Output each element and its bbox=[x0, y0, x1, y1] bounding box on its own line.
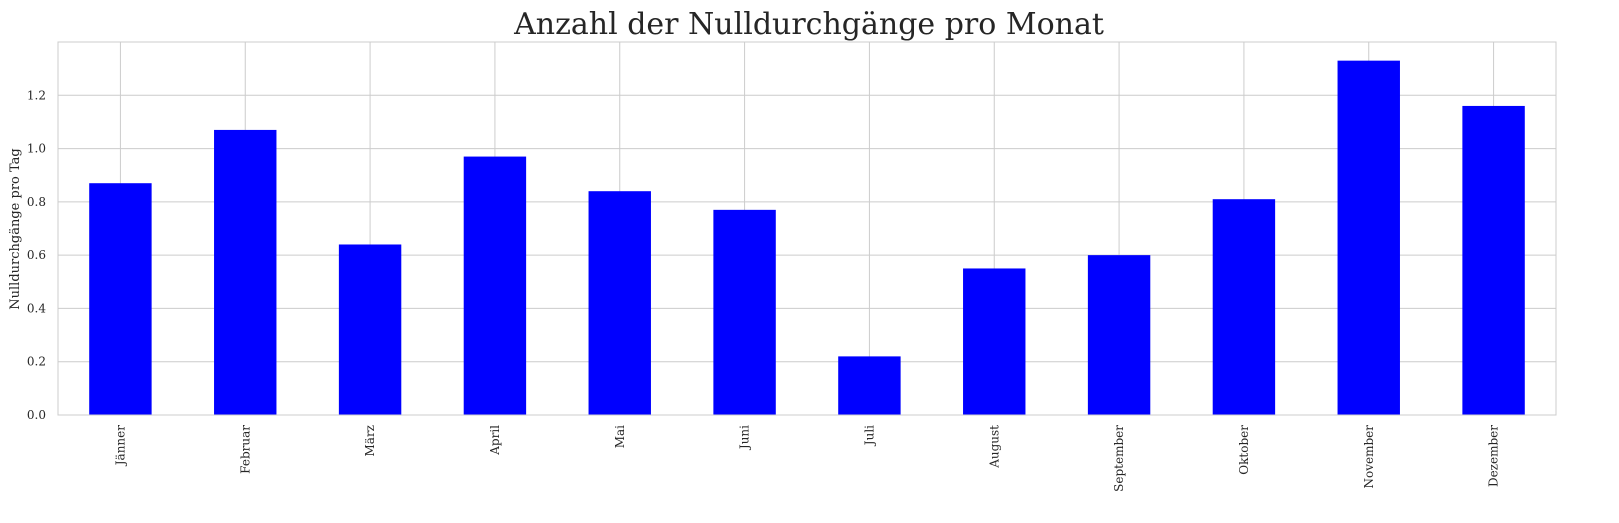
y-tick-labels: 0.0 0.2 0.4 0.6 0.8 1.0 1.2 bbox=[27, 88, 46, 422]
x-tick-label: Juli bbox=[862, 425, 876, 447]
x-tick-label: September bbox=[1112, 425, 1126, 492]
x-tick-label: Juni bbox=[738, 425, 752, 451]
x-tick-label: Februar bbox=[238, 425, 252, 474]
bar-april bbox=[463, 156, 527, 416]
x-tick-label: Oktober bbox=[1237, 425, 1251, 475]
grid-lines bbox=[58, 42, 1556, 416]
x-tick-label: Mai bbox=[613, 425, 627, 448]
y-tick-label: 0.6 bbox=[27, 248, 46, 262]
y-axis-label: Nulldurchgänge pro Tag bbox=[8, 148, 23, 309]
bars bbox=[89, 60, 1525, 416]
bar-dezember bbox=[1462, 105, 1525, 415]
x-tick-labels: Jänner Februar März April Mai Juni Juli August S… bbox=[113, 425, 1500, 492]
chart-title: Anzahl der Nulldurchgänge pro Monat bbox=[513, 7, 1104, 42]
plot-frame bbox=[57, 41, 1557, 416]
bar-juni bbox=[713, 209, 776, 415]
bar-august bbox=[963, 268, 1026, 415]
bar-mai bbox=[588, 191, 651, 415]
x-tick-label: Jänner bbox=[113, 425, 127, 468]
y-tick-label: 1.2 bbox=[27, 88, 46, 102]
y-tick-label: 0.4 bbox=[27, 301, 46, 315]
bar-jänner bbox=[89, 183, 152, 415]
y-tick-label: 0.0 bbox=[27, 408, 46, 422]
y-tick-label: 0.8 bbox=[27, 195, 46, 209]
x-tick-label: April bbox=[488, 425, 502, 456]
bar-september bbox=[1087, 255, 1151, 415]
bar-oktober bbox=[1212, 199, 1276, 415]
x-tick-label: März bbox=[363, 425, 377, 457]
bar-februar bbox=[214, 129, 277, 415]
bar-juli bbox=[838, 356, 901, 415]
x-tick-label: November bbox=[1362, 425, 1376, 489]
x-tick-label: August bbox=[987, 425, 1001, 469]
bar-märz bbox=[338, 244, 402, 415]
x-tick-label: Dezember bbox=[1487, 425, 1501, 487]
y-tick-label: 1.0 bbox=[27, 142, 46, 156]
bar-november bbox=[1337, 60, 1400, 416]
y-tick-label: 0.2 bbox=[27, 355, 46, 369]
